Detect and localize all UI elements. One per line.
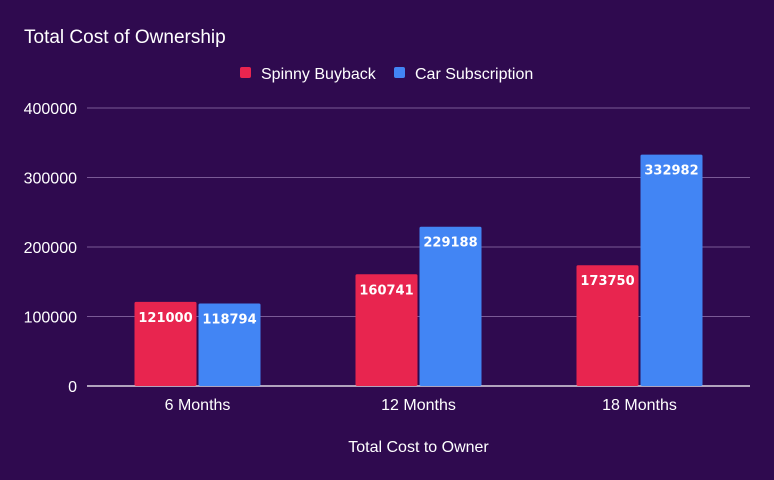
data-label-car-subscription: 229188: [423, 236, 477, 251]
data-label-spinny-buyback: 160741: [359, 283, 413, 298]
bar-spinny-buyback: [134, 301, 197, 386]
legend-label-car-subscription: Car Subscription: [415, 66, 533, 83]
x-axis-ticks: 6 Months 12 Months 18 Months: [165, 397, 677, 414]
y-tick-label: 100000: [24, 310, 77, 327]
bar-car-subscription: [198, 303, 261, 386]
bar-car-subscription: [419, 226, 482, 386]
bars: [134, 154, 703, 386]
x-tick-label: 12 Months: [381, 397, 456, 414]
y-tick-label: 0: [68, 379, 77, 396]
data-labels: 121000 118794 160741 229188 173750 332982: [138, 164, 698, 328]
data-label-car-subscription: 118794: [202, 312, 256, 327]
y-axis-ticks: 0 100000 200000 300000 400000: [24, 101, 77, 396]
legend-swatch-car-subscription: [394, 67, 405, 78]
x-axis-label: Total Cost to Owner: [348, 439, 489, 456]
y-tick-label: 400000: [24, 101, 77, 118]
bar-spinny-buyback: [355, 274, 418, 386]
data-label-car-subscription: 332982: [644, 164, 698, 179]
chart-title: Total Cost of Ownership: [24, 27, 226, 48]
data-label-spinny-buyback: 121000: [138, 311, 192, 326]
x-tick-label: 18 Months: [602, 397, 677, 414]
gridlines: [87, 107, 750, 387]
legend-swatch-spinny-buyback: [240, 67, 251, 78]
data-label-spinny-buyback: 173750: [580, 274, 634, 289]
legend: Spinny Buyback Car Subscription: [240, 66, 533, 83]
bar-spinny-buyback: [576, 265, 639, 386]
y-tick-label: 300000: [24, 171, 77, 188]
legend-label-spinny-buyback: Spinny Buyback: [261, 66, 377, 83]
x-tick-label: 6 Months: [165, 397, 231, 414]
bar-car-subscription: [640, 154, 703, 386]
y-tick-label: 200000: [24, 240, 77, 257]
